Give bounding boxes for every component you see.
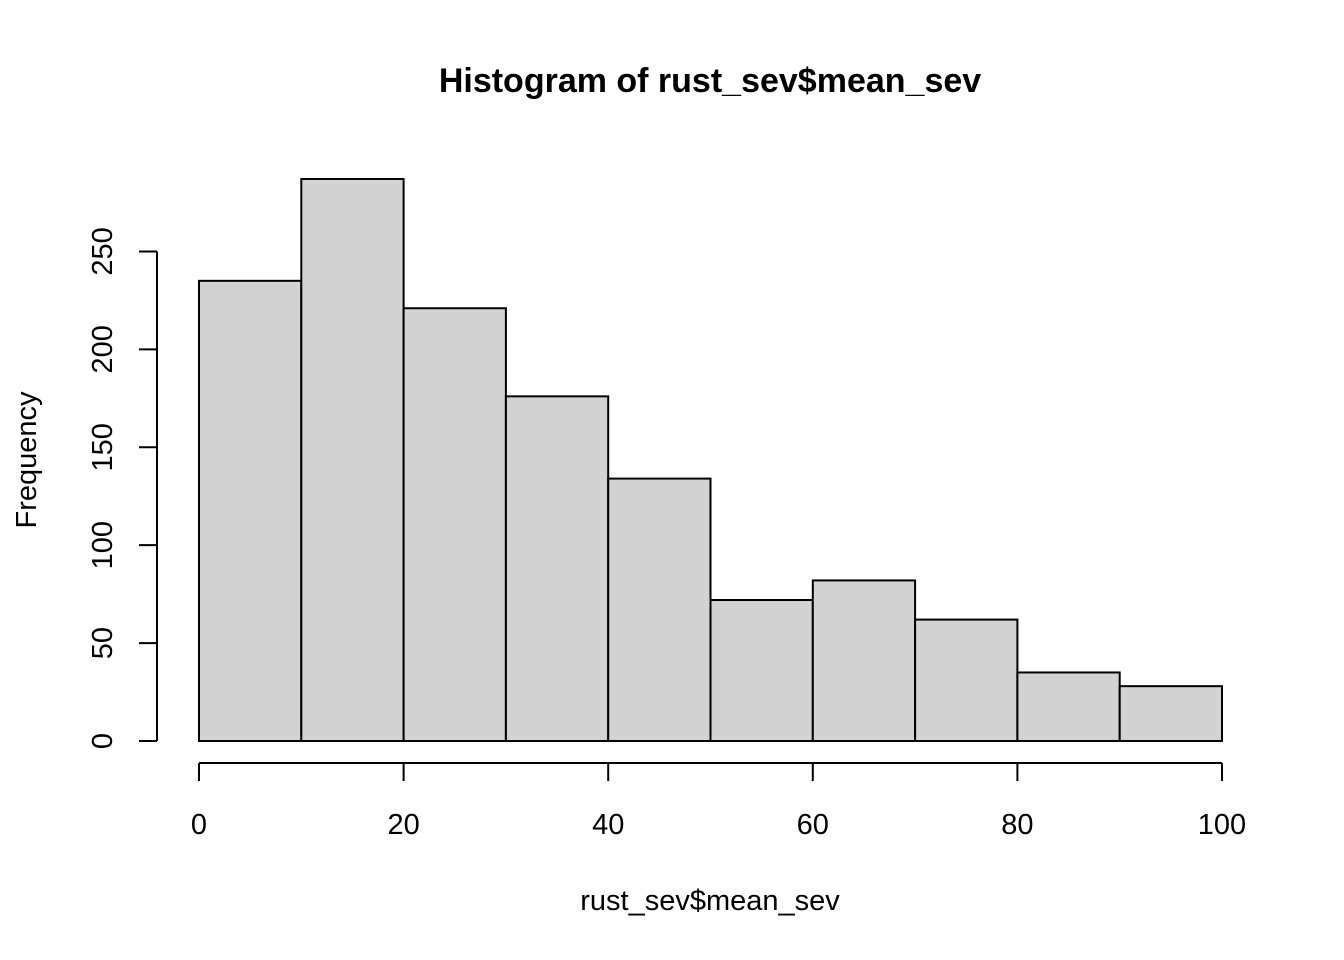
- y-axis-label: Frequency: [11, 391, 43, 529]
- histogram-bars: [198, 178, 1223, 743]
- y-tick-label: 100: [87, 521, 119, 569]
- x-axis-label: rust_sev$mean_sev: [580, 885, 840, 917]
- x-axis: 0 20 40 60 80 100: [191, 762, 1246, 841]
- histogram-bar-4: [504, 395, 610, 742]
- chart-title: Histogram of rust_sev$mean_sev: [439, 62, 981, 100]
- y-axis: 0 50 100 150 200 250: [87, 227, 158, 749]
- y-tick-label: 50: [87, 627, 119, 659]
- y-tick-label: 200: [87, 325, 119, 373]
- histogram-bar-3: [402, 307, 507, 742]
- x-tick-label: 20: [387, 809, 419, 841]
- y-tick-label: 0: [87, 733, 119, 749]
- x-tick-label: 80: [1001, 809, 1033, 841]
- x-tick-label: 40: [592, 809, 624, 841]
- histogram-bar-7: [811, 579, 917, 743]
- y-tick-label: 250: [87, 227, 119, 275]
- x-tick-label: 60: [797, 809, 829, 841]
- histogram-bar-2: [300, 178, 405, 742]
- histogram-bar-1: [198, 279, 303, 742]
- histogram-bar-5: [607, 477, 712, 742]
- x-tick-label: 0: [191, 809, 207, 841]
- histogram-bar-10: [1118, 685, 1223, 742]
- x-tick-label: 100: [1198, 809, 1246, 841]
- histogram-bar-8: [914, 618, 1019, 743]
- y-tick-label: 150: [87, 423, 119, 471]
- histogram-bar-6: [709, 599, 814, 742]
- histogram-bar-9: [1016, 671, 1121, 743]
